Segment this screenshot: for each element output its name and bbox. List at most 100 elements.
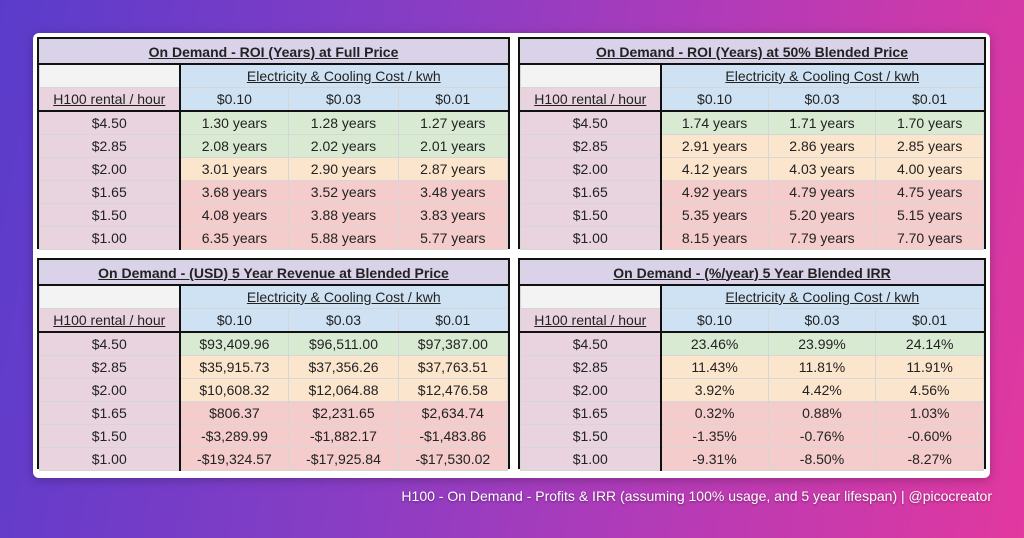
group-header[interactable]: Electricity & Cooling Cost / kwh [660,63,984,88]
value-cell[interactable]: $806.37 [178,401,290,425]
value-cell[interactable]: 3.52 years [288,180,399,204]
value-cell[interactable]: 2.02 years [288,134,399,158]
value-cell[interactable]: 1.70 years [875,110,984,135]
value-cell[interactable]: -$17,530.02 [397,447,509,471]
column-header[interactable]: $0.03 [767,87,877,112]
row-label[interactable]: $1.00 [520,226,662,250]
column-header[interactable]: $0.01 [397,308,509,333]
row-header[interactable]: H100 rental / hour [520,308,662,333]
table-title[interactable]: On Demand - (%/year) 5 Year Blended IRR [520,260,984,286]
empty-cell[interactable] [39,63,181,88]
group-header[interactable]: Electricity & Cooling Cost / kwh [660,284,984,309]
row-label[interactable]: $1.00 [39,226,181,250]
column-header[interactable]: $0.03 [767,308,877,333]
row-label[interactable]: $1.65 [520,180,662,204]
value-cell[interactable]: 6.35 years [178,226,290,250]
value-cell[interactable]: -$19,324.57 [178,447,290,471]
value-cell[interactable]: $12,064.88 [288,378,399,402]
row-label[interactable]: $2.00 [39,157,181,181]
value-cell[interactable]: -$3,289.99 [178,424,290,448]
value-cell[interactable]: 4.12 years [660,157,769,181]
value-cell[interactable]: 3.88 years [288,203,399,227]
value-cell[interactable]: 0.32% [660,401,769,425]
value-cell[interactable]: 8.15 years [660,226,769,250]
value-cell[interactable]: -9.31% [660,447,769,471]
value-cell[interactable]: 1.71 years [767,110,877,135]
value-cell[interactable]: -1.35% [660,424,769,448]
row-label[interactable]: $4.50 [39,110,181,135]
value-cell[interactable]: -0.76% [767,424,877,448]
value-cell[interactable]: 2.91 years [660,134,769,158]
row-label[interactable]: $2.85 [520,134,662,158]
value-cell[interactable]: 0.88% [767,401,877,425]
value-cell[interactable]: 23.46% [660,331,769,356]
value-cell[interactable]: 4.92 years [660,180,769,204]
column-header[interactable]: $0.01 [875,87,984,112]
value-cell[interactable]: 5.20 years [767,203,877,227]
row-header[interactable]: H100 rental / hour [39,87,181,112]
table-title[interactable]: On Demand - ROI (Years) at 50% Blended P… [520,39,984,65]
value-cell[interactable]: 4.56% [875,378,984,402]
value-cell[interactable]: 3.01 years [178,157,290,181]
row-label[interactable]: $2.85 [39,355,181,379]
value-cell[interactable]: $10,608.32 [178,378,290,402]
value-cell[interactable]: $2,634.74 [397,401,509,425]
row-label[interactable]: $1.00 [520,447,662,471]
value-cell[interactable]: 2.01 years [397,134,509,158]
column-header[interactable]: $0.10 [178,308,290,333]
value-cell[interactable]: 2.85 years [875,134,984,158]
value-cell[interactable]: 2.87 years [397,157,509,181]
table-title[interactable]: On Demand - (USD) 5 Year Revenue at Blen… [39,260,508,286]
row-label[interactable]: $1.50 [39,203,181,227]
row-label[interactable]: $2.00 [520,157,662,181]
value-cell[interactable]: 5.88 years [288,226,399,250]
value-cell[interactable]: $35,915.73 [178,355,290,379]
value-cell[interactable]: -$1,882.17 [288,424,399,448]
value-cell[interactable]: 11.43% [660,355,769,379]
value-cell[interactable]: 4.42% [767,378,877,402]
value-cell[interactable]: $97,387.00 [397,331,509,356]
row-label[interactable]: $4.50 [39,331,181,356]
value-cell[interactable]: 3.68 years [178,180,290,204]
value-cell[interactable]: 5.15 years [875,203,984,227]
row-label[interactable]: $2.00 [520,378,662,402]
row-label[interactable]: $2.85 [520,355,662,379]
value-cell[interactable]: 4.08 years [178,203,290,227]
row-label[interactable]: $1.50 [520,203,662,227]
value-cell[interactable]: -$17,925.84 [288,447,399,471]
value-cell[interactable]: 7.79 years [767,226,877,250]
column-header[interactable]: $0.10 [178,87,290,112]
column-header[interactable]: $0.10 [660,87,769,112]
column-header[interactable]: $0.01 [875,308,984,333]
empty-cell[interactable] [39,284,181,309]
value-cell[interactable]: $12,476.58 [397,378,509,402]
column-header[interactable]: $0.03 [288,308,399,333]
table-title[interactable]: On Demand - ROI (Years) at Full Price [39,39,508,65]
value-cell[interactable]: 1.28 years [288,110,399,135]
value-cell[interactable]: -$1,483.86 [397,424,509,448]
group-header[interactable]: Electricity & Cooling Cost / kwh [179,63,508,88]
value-cell[interactable]: -0.60% [875,424,984,448]
value-cell[interactable]: 3.92% [660,378,769,402]
value-cell[interactable]: 2.90 years [288,157,399,181]
row-header[interactable]: H100 rental / hour [39,308,181,333]
row-label[interactable]: $1.50 [520,424,662,448]
value-cell[interactable]: 1.74 years [660,110,769,135]
row-label[interactable]: $1.65 [39,401,181,425]
value-cell[interactable]: 4.79 years [767,180,877,204]
row-label[interactable]: $1.65 [39,180,181,204]
row-label[interactable]: $2.00 [39,378,181,402]
value-cell[interactable]: 5.35 years [660,203,769,227]
value-cell[interactable]: $93,409.96 [178,331,290,356]
row-label[interactable]: $4.50 [520,110,662,135]
column-header[interactable]: $0.03 [288,87,399,112]
value-cell[interactable]: $96,511.00 [288,331,399,356]
value-cell[interactable]: 1.30 years [178,110,290,135]
value-cell[interactable]: 1.03% [875,401,984,425]
row-header[interactable]: H100 rental / hour [520,87,662,112]
column-header[interactable]: $0.10 [660,308,769,333]
value-cell[interactable]: 2.08 years [178,134,290,158]
group-header[interactable]: Electricity & Cooling Cost / kwh [179,284,508,309]
row-label[interactable]: $1.00 [39,447,181,471]
value-cell[interactable]: 4.00 years [875,157,984,181]
